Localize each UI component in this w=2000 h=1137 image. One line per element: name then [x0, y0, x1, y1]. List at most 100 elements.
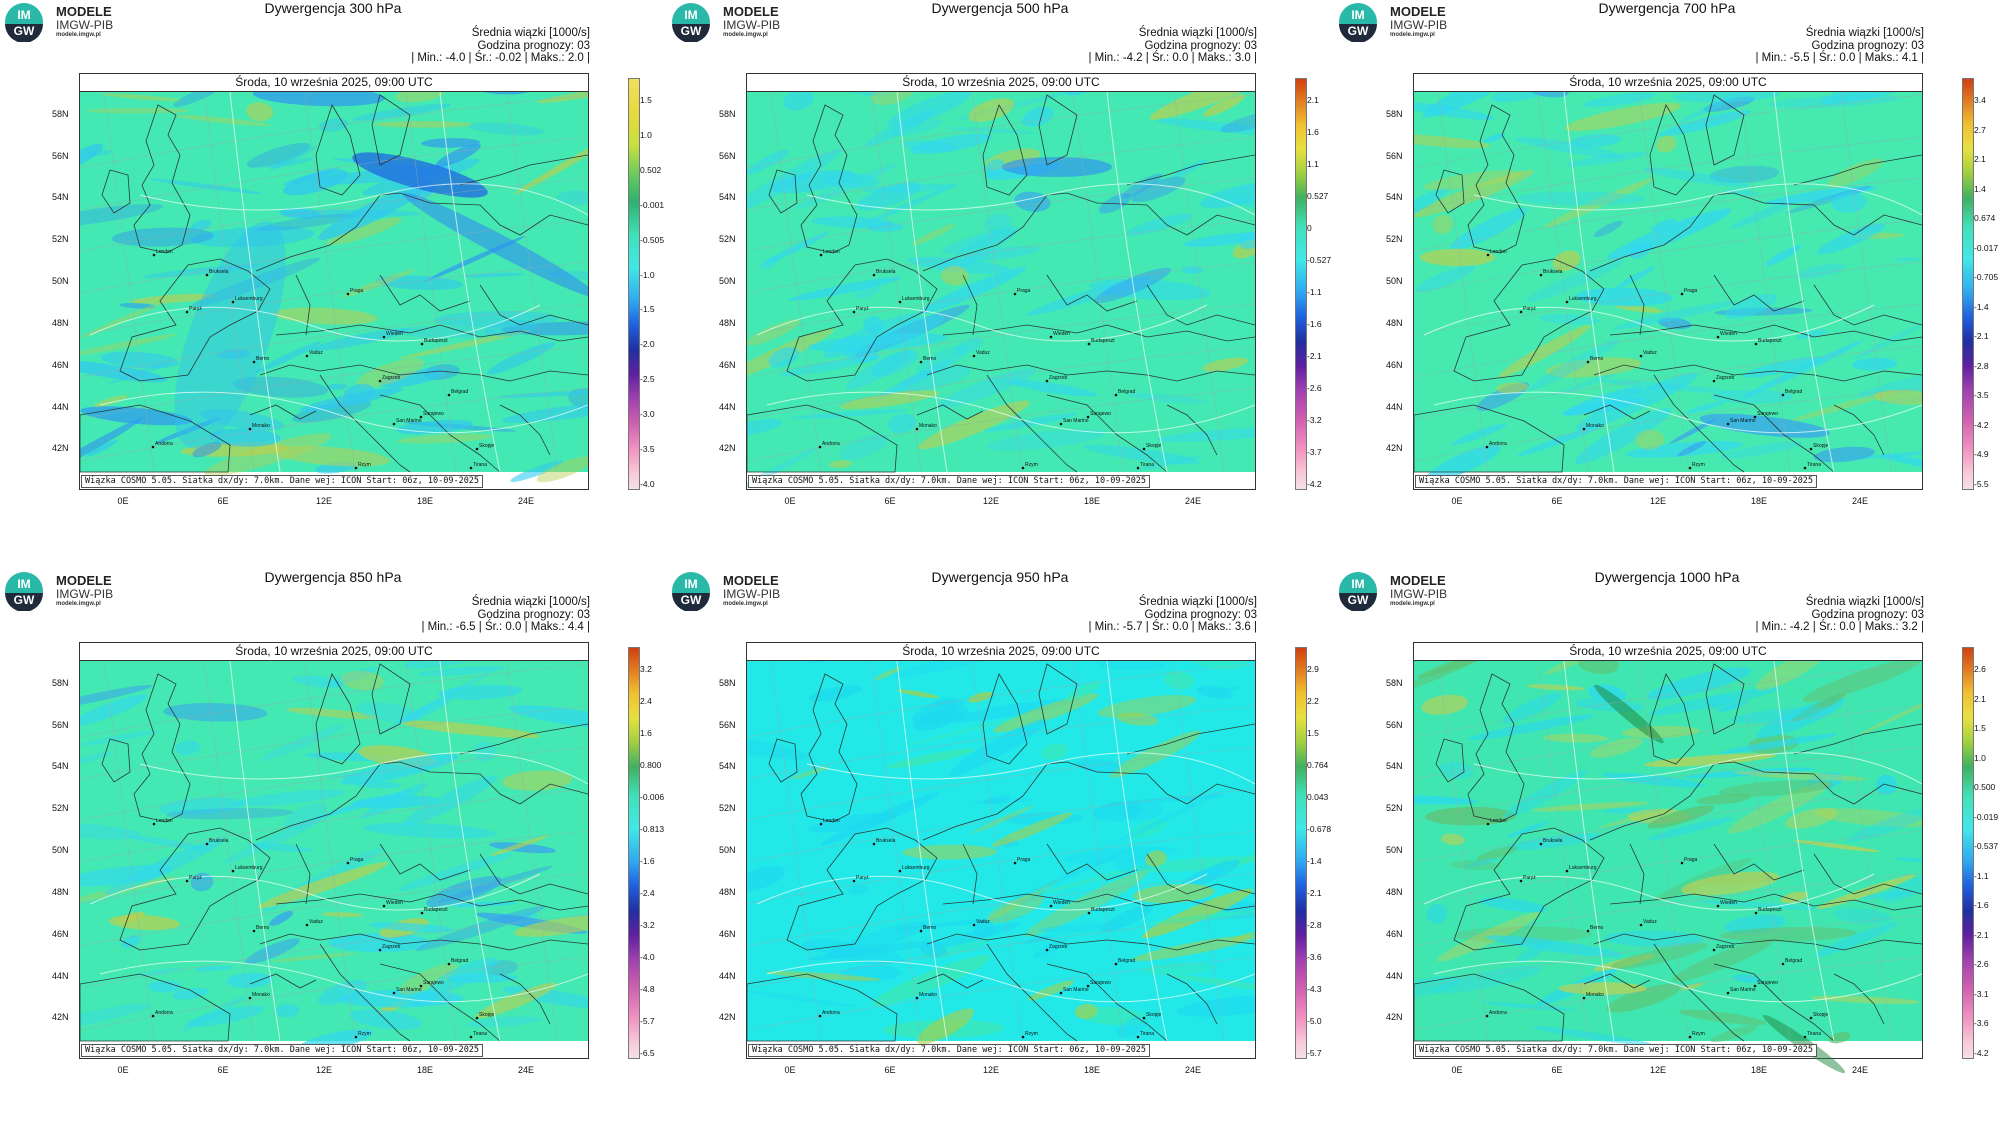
- colorbar-tick-label: -4.2: [1307, 479, 1322, 489]
- lat-tick-label: 56N: [719, 720, 736, 730]
- city-marker: [1485, 445, 1489, 449]
- city-label: Rzym: [1692, 462, 1705, 468]
- divergence-map[interactable]: Środa, 10 września 2025, 09:00 UTC London…: [746, 642, 1256, 1059]
- city-label: Paryż: [189, 306, 202, 312]
- lat-tick-label: 46N: [719, 929, 736, 939]
- imgw-logo[interactable]: IM GW MODELE IMGW-PIB modele.imgw.pl: [4, 2, 124, 42]
- forecast-panel: IM GW MODELE IMGW-PIB modele.imgw.pl Dywergen…: [0, 569, 666, 1137]
- city-label: Monako: [1586, 992, 1604, 998]
- city-label: San Marino: [1063, 987, 1089, 993]
- lat-tick-label: 56N: [719, 151, 736, 161]
- city-label: Tirana: [473, 462, 487, 468]
- city-marker: [205, 842, 209, 846]
- city-marker: [1013, 861, 1017, 865]
- city-marker: [819, 253, 823, 257]
- lat-tick-label: 50N: [719, 845, 736, 855]
- colorbar-tick-label: 3.4: [1974, 95, 1986, 105]
- city-label: Budapeszt: [1758, 338, 1782, 344]
- city-label: Belgrad: [1118, 389, 1135, 395]
- city-label: Belgrad: [1785, 389, 1802, 395]
- ensemble-stats: Średnia wiązki [1000/s] Godzina prognozy:…: [1755, 27, 1924, 65]
- imgw-logo[interactable]: IM GW MODELE IMGW-PIB modele.imgw.pl: [671, 571, 791, 611]
- city-label: Sarajewo: [1090, 980, 1111, 986]
- city-label: Monako: [252, 992, 270, 998]
- model-credit: Wiązka COSMO 5.05. Siatka dx/dy: 7.0km. …: [1415, 475, 1818, 488]
- city-label: Bruksela: [876, 838, 896, 844]
- divergence-map[interactable]: Środa, 10 września 2025, 09:00 UTC London…: [79, 73, 589, 490]
- range-line: | Min.: -4.0 | Śr.: -0.02 | Maks.: 2.0 |: [411, 52, 590, 64]
- lead-label: Godzina prognozy: 03: [477, 608, 590, 621]
- city-marker: [1809, 447, 1813, 451]
- colorbar-tick-label: -1.4: [1307, 856, 1322, 866]
- city-marker: [469, 1035, 473, 1039]
- imgw-logo-icon: IM GW: [5, 3, 43, 42]
- city-marker: [1486, 253, 1490, 257]
- imgw-logo[interactable]: IM GW MODELE IMGW-PIB modele.imgw.pl: [671, 2, 791, 42]
- divergence-map[interactable]: Środa, 10 września 2025, 09:00 UTC London…: [1413, 642, 1923, 1074]
- divergence-field: [80, 661, 588, 1053]
- city-label: Paryż: [189, 875, 202, 881]
- lat-tick-label: 52N: [719, 803, 736, 813]
- city-label: Luksemburg: [1569, 296, 1597, 302]
- city-marker: [872, 842, 876, 846]
- city-marker: [382, 904, 386, 908]
- city-marker: [185, 310, 189, 314]
- city-label: Wiedeń: [1053, 331, 1070, 337]
- city-label: Bruksela: [209, 838, 229, 844]
- divergence-map[interactable]: Środa, 10 września 2025, 09:00 UTC London…: [746, 73, 1256, 494]
- city-marker: [1049, 904, 1053, 908]
- logo-mark-bottom: GW: [14, 593, 35, 607]
- lon-tick-label: 18E: [1750, 496, 1768, 506]
- colorbar-tick-label: -2.1: [1307, 351, 1322, 361]
- city-label: Tirana: [1807, 462, 1821, 468]
- city-label: Rzym: [1025, 462, 1038, 468]
- city-marker: [1582, 427, 1586, 431]
- city-label: Budapeszt: [424, 907, 448, 913]
- imgw-logo[interactable]: IM GW MODELE IMGW-PIB modele.imgw.pl: [1338, 571, 1458, 611]
- colorbar-tick-label: -4.0: [640, 479, 655, 489]
- colorbar-tick-label: -5.0: [1307, 1016, 1322, 1026]
- lat-tick-label: 52N: [52, 803, 69, 813]
- city-marker: [1754, 342, 1758, 346]
- city-label: Wiedeń: [1720, 331, 1737, 337]
- city-marker: [1716, 335, 1720, 339]
- city-label: Zagrzeb: [1716, 375, 1735, 381]
- city-marker: [1142, 1016, 1146, 1020]
- colorbar-tick-label: 0.527: [1307, 191, 1329, 201]
- city-label: Praga: [1684, 288, 1698, 294]
- city-marker: [248, 427, 252, 431]
- city-label: Skopje: [479, 443, 495, 449]
- lon-tick-label: 6E: [884, 1065, 896, 1075]
- city-label: Skopje: [479, 1012, 495, 1018]
- divergence-map[interactable]: Środa, 10 września 2025, 09:00 UTC London…: [79, 642, 589, 1059]
- city-marker: [1803, 466, 1807, 470]
- map-outlines: [80, 661, 588, 1042]
- city-label: Monako: [919, 992, 937, 998]
- colorbar-tick-label: -1.1: [1307, 287, 1322, 297]
- lat-tick-label: 46N: [1386, 360, 1403, 370]
- colorbar-tick-label: -2.8: [1974, 361, 1989, 371]
- city-labels: London Bruksela Luksemburg Paryż Praga Wiedeń…: [818, 818, 1162, 1039]
- city-label: Paryż: [856, 875, 869, 881]
- city-label: Vaduz: [309, 919, 323, 925]
- city-marker: [1565, 869, 1569, 873]
- logo-mark-bottom: GW: [14, 24, 35, 38]
- city-label: Sarajewo: [1090, 411, 1111, 417]
- city-label: Luksemburg: [1569, 865, 1597, 871]
- colorbar-tick-label: -0.001: [640, 200, 665, 210]
- lat-tick-label: 54N: [719, 192, 736, 202]
- colorbar-tick-label: 2.1: [1307, 95, 1319, 105]
- city-marker: [1586, 929, 1590, 933]
- city-marker: [248, 996, 252, 1000]
- city-marker: [1539, 273, 1543, 277]
- city-marker: [819, 822, 823, 826]
- colorbar-tick-label: -0.705: [1974, 272, 1999, 282]
- city-label: Monako: [919, 423, 937, 429]
- lat-tick-label: 48N: [719, 318, 736, 328]
- divergence-map[interactable]: Środa, 10 września 2025, 09:00 UTC London…: [1413, 73, 1923, 490]
- imgw-logo[interactable]: IM GW MODELE IMGW-PIB modele.imgw.pl: [4, 571, 124, 611]
- city-marker: [1753, 415, 1757, 419]
- imgw-logo[interactable]: IM GW MODELE IMGW-PIB modele.imgw.pl: [1338, 2, 1458, 42]
- mean-label: Średnia wiązki [1000/s]: [471, 596, 590, 608]
- ensemble-stats: Średnia wiązki [1000/s] Godzina prognozy:…: [421, 596, 590, 634]
